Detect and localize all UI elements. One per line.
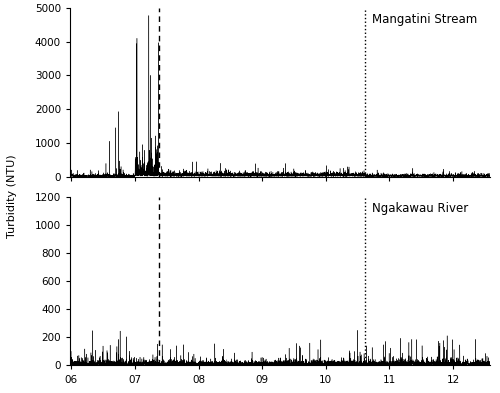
Text: Turbidity (NTU): Turbidity (NTU) <box>8 155 18 238</box>
Text: Ngakawau River: Ngakawau River <box>372 202 468 215</box>
Text: Mangatini Stream: Mangatini Stream <box>372 13 478 26</box>
